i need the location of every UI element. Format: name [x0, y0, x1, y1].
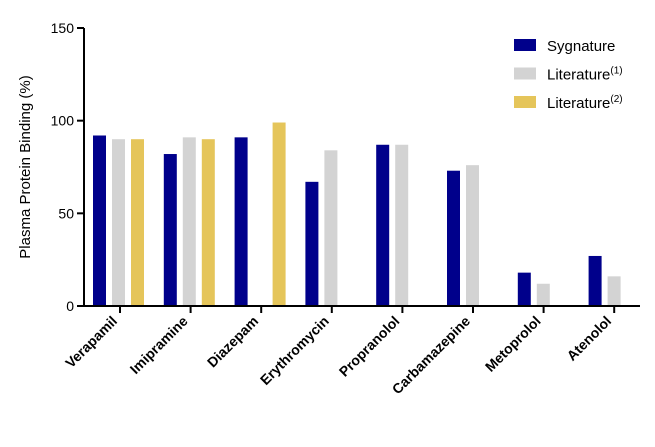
x-tick-label-diazepam: Diazepam: [204, 313, 262, 371]
x-tick-label-propranolol: Propranolol: [336, 313, 403, 380]
bar-carbamazepine-series-1: [447, 170, 460, 306]
bar-propranolol-series-2: [395, 144, 409, 306]
bar-diazepam-series-1: [234, 137, 248, 306]
legend-swatch-1: [514, 39, 536, 51]
bar-erythromycin-series-1: [305, 181, 319, 306]
legend-label-1: Sygnature: [547, 38, 615, 55]
bars: [93, 122, 621, 307]
x-tick-label-carbamazepine: Carbamazepine: [389, 313, 474, 398]
y-axis-title: Plasma Protein Binding (%): [17, 75, 34, 258]
bar-imipramine-series-2: [182, 137, 196, 306]
x-tick-label-metoprolol: Metoprolol: [482, 313, 544, 375]
legend-swatch-3: [514, 96, 536, 108]
bar-diazepam-series-3: [272, 122, 286, 307]
bar-atenolol-series-1: [588, 255, 602, 306]
legend-swatch-2: [514, 67, 536, 80]
y-tick-label-100: 100: [51, 113, 75, 129]
legend-label-text-2: Literature: [547, 67, 610, 84]
x-tick-label-verapamil: Verapamil: [62, 313, 120, 371]
y-axis-title-group: Plasma Protein Binding (%): [17, 75, 34, 258]
x-tick-label-atenolol: Atenolol: [563, 313, 614, 364]
y-tick-label-50: 50: [58, 205, 74, 221]
bar-verapamil-series-3: [131, 139, 144, 306]
bar-metoprolol-series-1: [517, 272, 531, 306]
bar-metoprolol-series-2: [536, 283, 550, 306]
legend-label-3: Literature(2): [547, 94, 623, 112]
legend-label-2: Literature(1): [547, 66, 623, 84]
bar-carbamazepine-series-2: [466, 165, 479, 306]
x-tick-label-erythromycin: Erythromycin: [257, 313, 332, 388]
bar-imipramine-series-1: [163, 154, 177, 306]
bar-propranolol-series-1: [376, 144, 390, 306]
legend-label-superscript-3: (2): [610, 94, 622, 105]
bar-imipramine-series-3: [201, 139, 215, 306]
legend-label-text-3: Literature: [547, 95, 610, 112]
legend-label-superscript-2: (1): [610, 66, 622, 77]
x-tick-label-imipramine: Imipramine: [127, 313, 191, 377]
y-tick-label-150: 150: [51, 20, 75, 36]
bar-atenolol-series-2: [607, 276, 621, 306]
bar-verapamil-series-1: [93, 135, 106, 306]
bar-erythromycin-series-2: [324, 150, 338, 306]
legend-label-text-1: Sygnature: [547, 38, 615, 55]
y-tick-label-0: 0: [66, 298, 74, 314]
bar-verapamil-series-2: [112, 139, 125, 306]
